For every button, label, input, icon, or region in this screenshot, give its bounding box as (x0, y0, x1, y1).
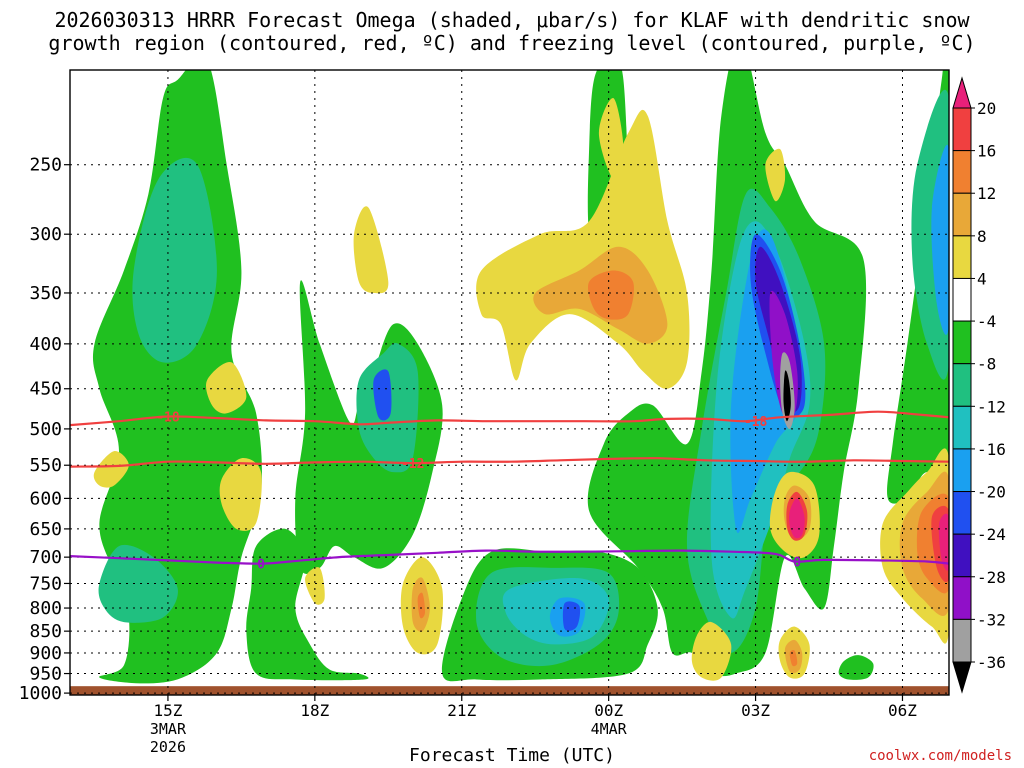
colorbar-band (952, 150, 972, 194)
omega-region-neg8 (132, 157, 217, 363)
omega-region-neg4 (92, 70, 262, 684)
contour-label: -12 (401, 457, 424, 472)
omega-region-neg36 (783, 370, 791, 422)
dendritic-contour (70, 410, 949, 427)
x-tick-label: 06Z (888, 701, 917, 720)
x-tick-label: 03Z (741, 701, 770, 720)
x-tick-year: 2026 (150, 738, 186, 756)
y-tick-label: 850 (29, 621, 62, 642)
omega-region-pos4 (691, 621, 732, 681)
freezing-level-contour (70, 549, 949, 565)
omega-region-pos4 (305, 567, 325, 605)
omega-region-pos12 (417, 592, 426, 619)
colorbar-label: -16 (977, 440, 1006, 459)
colorbar-label: 4 (977, 269, 987, 288)
colorbar-band (952, 618, 972, 663)
colorbar-bottom-arrow (952, 661, 972, 694)
omega-region-neg20 (562, 601, 581, 631)
y-tick-label: 600 (29, 488, 62, 509)
omega-region-neg8 (98, 544, 178, 623)
colorbar-label: 12 (977, 184, 996, 203)
y-tick-label: 1000 (19, 683, 62, 704)
x-tick-date: 4MAR (591, 720, 628, 738)
colorbar-band (952, 235, 972, 279)
y-tick-label: 450 (29, 379, 62, 400)
omega-region-pos4 (476, 109, 690, 389)
contour-label: -18 (156, 411, 180, 426)
y-tick-label: 700 (29, 547, 62, 568)
x-tick-date: 3MAR (150, 720, 187, 738)
site-credit: coolwx.com/models (868, 748, 1012, 764)
colorbar-band (952, 363, 972, 407)
omega-region-neg16 (931, 145, 949, 335)
colorbar-band (952, 107, 972, 152)
omega-region-pos4 (206, 362, 247, 414)
colorbar-band (952, 491, 972, 535)
colorbar-band (952, 405, 972, 450)
x-tick-label: 15Z (153, 701, 182, 720)
colorbar-label: -24 (977, 525, 1006, 544)
colorbar-label: 8 (977, 227, 987, 246)
dendritic-contour (70, 457, 949, 468)
y-tick-label: 400 (29, 334, 62, 355)
omega-region-pos4 (219, 458, 262, 531)
plot-frame (69, 69, 950, 696)
omega-region-neg20 (373, 369, 392, 421)
colorbar-label: -20 (977, 483, 1006, 502)
chart-title-line-2: growth region (contoured, red, ºC) and f… (48, 31, 976, 55)
colorbar-band (952, 320, 972, 365)
omega-shading (92, 70, 949, 684)
y-tick-label: 900 (29, 643, 62, 664)
colorbar: 20 16 12 8 4 -4 -8 -12 -16 -20 -24 -28 -32 -36 (952, 76, 1006, 694)
temperature-contours: -18 -18 -12 0 0 (70, 410, 949, 573)
x-tick-label: 18Z (300, 701, 329, 720)
colorbar-label: -36 (977, 653, 1006, 672)
colorbar-band (952, 277, 972, 322)
omega-region-pos20 (938, 513, 949, 571)
ground-surface (70, 686, 949, 695)
y-tick-label: 500 (29, 419, 62, 440)
colorbar-label: -28 (977, 568, 1006, 587)
colorbar-top-arrow (952, 76, 972, 109)
y-tick-label: 300 (29, 224, 62, 245)
colorbar-band (952, 533, 972, 578)
omega-region-pos20 (789, 498, 805, 539)
omega-region-pos4 (598, 97, 624, 180)
colorbar-label: -8 (977, 355, 996, 374)
y-tick-label: 800 (29, 598, 62, 619)
omega-region-pos12 (588, 270, 634, 320)
y-tick-label: 350 (29, 283, 62, 304)
colorbar-band (952, 576, 972, 620)
colorbar-label: -4 (977, 312, 996, 331)
omega-region-neg4 (246, 528, 369, 681)
y-tick-label: 950 (29, 664, 62, 685)
omega-region-pos4 (353, 206, 389, 294)
y-tick-label: 650 (29, 519, 62, 540)
x-tick-label: 00Z (594, 701, 623, 720)
y-tick-label: 750 (29, 573, 62, 594)
colorbar-label: -12 (977, 397, 1006, 416)
omega-region-pos4 (765, 148, 786, 202)
colorbar-label: 20 (977, 99, 996, 118)
x-axis-title: Forecast Time (UTC) (409, 745, 615, 766)
y-axis: 2503003504004505005506006507007508008509… (19, 155, 70, 704)
colorbar-band (952, 448, 972, 493)
contour-label: 0 (257, 558, 265, 573)
ground-layer (70, 686, 949, 695)
x-tick-label: 21Z (447, 701, 476, 720)
contour-label: -18 (744, 415, 768, 430)
y-tick-label: 250 (29, 155, 62, 176)
colorbar-band (952, 192, 972, 237)
colorbar-label: 16 (977, 142, 996, 161)
omega-region-pos4 (93, 451, 129, 488)
chart-title-line-1: 2026030313 HRRR Forecast Omega (shaded, … (54, 8, 970, 32)
y-tick-label: 550 (29, 455, 62, 476)
omega-region-pos12 (789, 650, 798, 667)
omega-region-neg4 (838, 655, 874, 680)
contour-label: 0 (793, 555, 801, 570)
colorbar-label: -32 (977, 610, 1006, 629)
